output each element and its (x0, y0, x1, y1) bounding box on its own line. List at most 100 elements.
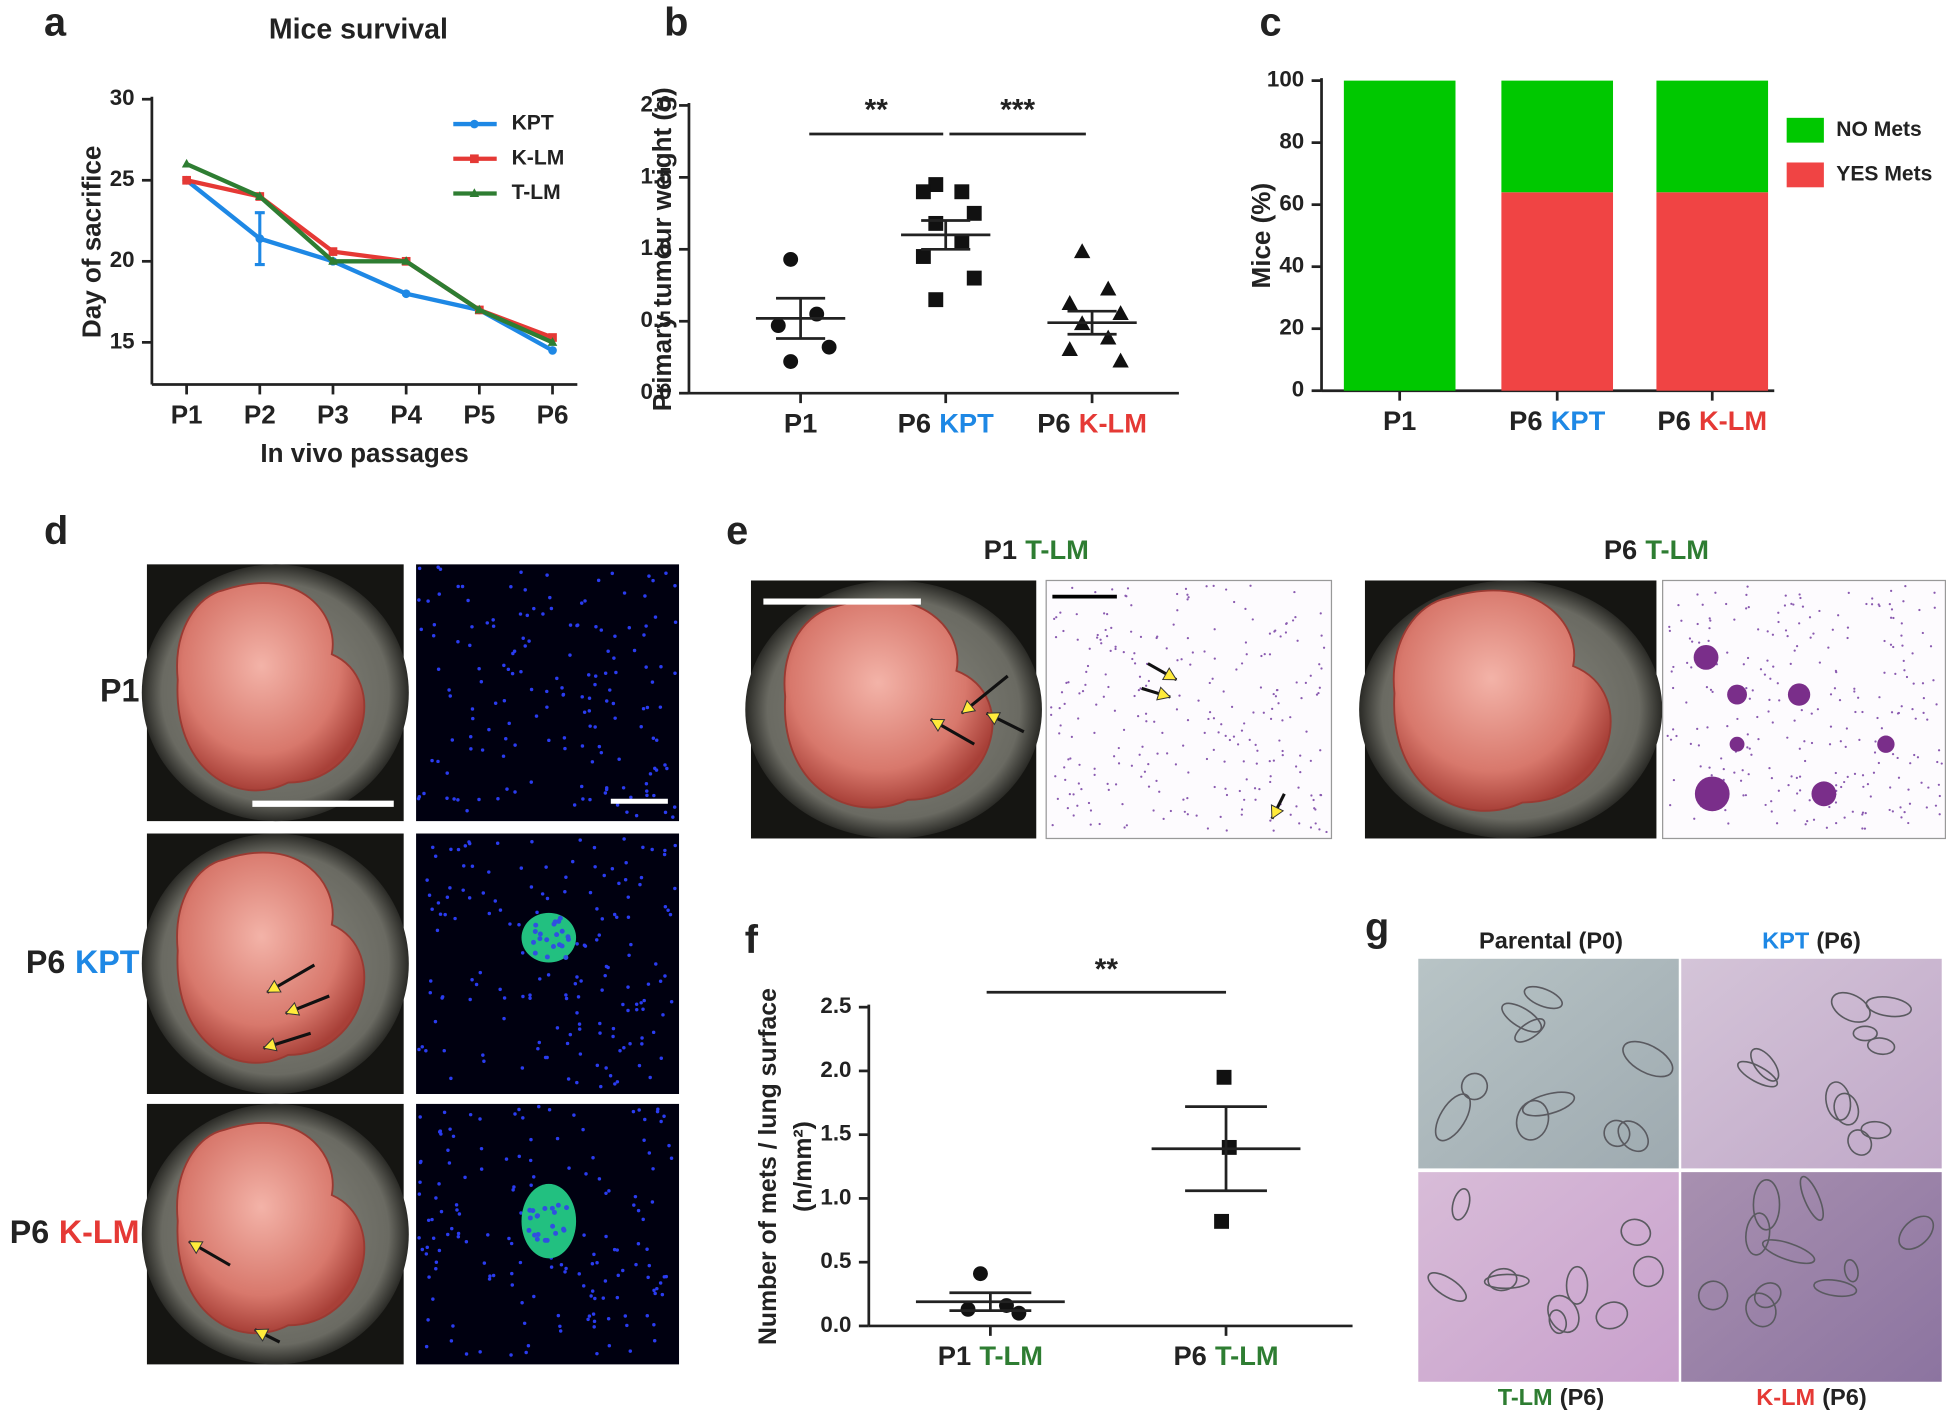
nucleus (613, 634, 617, 638)
x-tick-label-part: P6 (1509, 405, 1542, 436)
nucleus (642, 998, 646, 1003)
tissue-dot (1771, 721, 1774, 724)
tissue-dot (1795, 776, 1798, 779)
nucleus (564, 1266, 568, 1271)
tissue-dot (1224, 787, 1227, 790)
tissue-dot (1744, 794, 1748, 797)
point (401, 256, 411, 265)
tissue-dot (1840, 785, 1843, 789)
tissue-dot (1095, 703, 1098, 706)
tissue-dot (1080, 787, 1083, 791)
tissue-dot (1835, 784, 1838, 787)
x-tick-label-part: T-LM (979, 1340, 1043, 1371)
tissue-dot (1918, 608, 1921, 612)
tissue-dot (1125, 824, 1128, 827)
nucleus (663, 763, 667, 767)
nucleus (482, 1261, 487, 1265)
tissue-dot (1138, 753, 1141, 756)
row-label-part: P6 (26, 943, 65, 979)
nucleus (546, 973, 551, 977)
nucleus (672, 805, 677, 809)
cell (1847, 1129, 1873, 1156)
tissue-dot (1889, 616, 1893, 619)
nucleus (604, 787, 609, 792)
tissue-dot (1208, 711, 1212, 714)
tissue-dot (1784, 594, 1787, 597)
tissue-dot (1686, 661, 1689, 665)
nucleus (449, 847, 453, 852)
tissue-dot (1937, 749, 1941, 752)
tissue-dot (1262, 711, 1265, 714)
data-point (821, 339, 837, 355)
x-tick-label-part: P6 (1037, 408, 1070, 439)
nucleus (434, 1196, 438, 1200)
tissue-dot (1691, 640, 1694, 643)
nucleus (588, 724, 592, 728)
data-point (1216, 1069, 1232, 1085)
tissue-dot (1191, 651, 1194, 654)
nucleus (480, 748, 485, 752)
nucleus (651, 578, 655, 583)
nucleus (537, 1040, 542, 1045)
tissue-dot (1085, 670, 1088, 674)
tissue-dot (1068, 793, 1071, 796)
row-label: P6 KPT (26, 943, 140, 979)
tissue-dot (1240, 808, 1244, 811)
x-tick-label: P6 K-LM (1657, 405, 1767, 436)
tissue-dot (1176, 609, 1179, 612)
nucleus (558, 1324, 562, 1329)
tissue-dot (1878, 696, 1881, 699)
cell (1483, 1273, 1530, 1290)
tissue-dot (1169, 809, 1172, 813)
nucleus (568, 623, 573, 627)
tissue-dot (1708, 766, 1711, 769)
nucleus (587, 709, 592, 713)
nucleus (446, 1232, 450, 1237)
x-tick-label-part: K-LM (1699, 405, 1767, 436)
tissue-dot (1055, 616, 1058, 619)
nucleus (470, 977, 474, 982)
tissue-dot (1900, 622, 1903, 625)
nucleus (424, 1252, 429, 1256)
legend-swatch (1786, 162, 1824, 188)
x-tick-label-part: KPT (939, 408, 994, 439)
nucleus (607, 1189, 611, 1193)
tissue-dot (1874, 740, 1877, 743)
tissue-dot (1103, 612, 1106, 615)
data-point (1011, 1305, 1027, 1321)
nucleus (532, 1294, 536, 1299)
nucleus (549, 1265, 554, 1269)
tissue-dot (1183, 810, 1186, 813)
tissue-dot (1050, 706, 1053, 709)
nucleus (615, 915, 619, 920)
tissue-dot (1213, 657, 1216, 660)
nucleus (545, 689, 549, 694)
tissue-dot (1248, 738, 1251, 741)
nucleus (523, 588, 527, 592)
nucleus (604, 1191, 608, 1196)
tissue-dot (1853, 687, 1856, 690)
tissue-dot (1054, 775, 1057, 778)
tissue-dot (1299, 771, 1302, 774)
tissue-dot (1251, 618, 1254, 621)
tissue-dot (1888, 808, 1891, 812)
nucleus (547, 1108, 552, 1112)
nucleus (517, 1154, 522, 1159)
tissue-dot (1745, 593, 1748, 597)
nucleus (456, 584, 460, 589)
tissue-dot (1851, 810, 1854, 813)
nucleus (639, 725, 643, 729)
sem-bar (1185, 1105, 1267, 1193)
data-point (1073, 243, 1091, 259)
tissue-dot (1818, 609, 1821, 613)
nucleus (636, 1208, 641, 1213)
nucleus (653, 1291, 657, 1296)
tissue-dot (1787, 784, 1790, 787)
tissue-dot (1927, 786, 1930, 789)
photo-organ (783, 598, 994, 809)
legend-marker (469, 188, 480, 197)
x-tick-label: P6 (537, 400, 569, 430)
data-point (928, 215, 944, 231)
nucleus (647, 574, 651, 578)
nucleus (603, 973, 607, 978)
